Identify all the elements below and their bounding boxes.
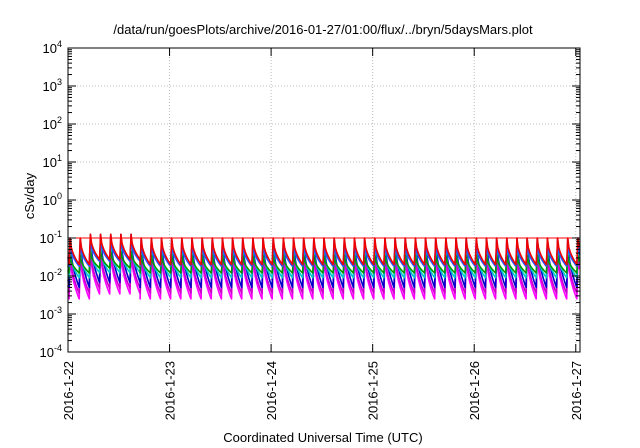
x-tick-label: 2016-1-27 — [569, 361, 584, 420]
y-tick-base: 10 — [43, 117, 57, 132]
y-tick-exponent: -1 — [54, 229, 62, 239]
y-tick-base: 10 — [43, 155, 57, 170]
y-tick-label: 104 — [43, 39, 62, 56]
y-tick-label: 102 — [43, 115, 62, 132]
y-tick-base: 10 — [40, 231, 54, 246]
x-tick-label: 2016-1-23 — [163, 361, 178, 420]
tick-layer — [67, 47, 580, 353]
y-tick-exponent: 4 — [57, 39, 62, 49]
y-tick-label: 10-2 — [40, 267, 62, 284]
x-axis-label: Coordinated Universal Time (UTC) — [223, 430, 422, 445]
x-tick-label: 2016-1-25 — [366, 361, 381, 420]
y-tick-label: 103 — [43, 77, 62, 94]
y-tick-label: 101 — [43, 153, 62, 170]
y-tick-label: 10-1 — [40, 229, 62, 246]
y-tick-base: 10 — [40, 307, 54, 322]
y-tick-base: 10 — [43, 193, 57, 208]
y-tick-base: 10 — [43, 79, 57, 94]
x-tick-label: 2016-1-24 — [264, 361, 279, 420]
x-tick-labels: 2016-1-22 2016-1-23 2016-1-24 2016-1-25 2016… — [61, 361, 584, 420]
y-tick-exponent: 2 — [57, 115, 62, 125]
y-tick-label: 100 — [43, 191, 62, 208]
y-tick-exponent: -3 — [54, 305, 62, 315]
y-tick-base: 10 — [40, 345, 54, 360]
y-tick-base: 10 — [43, 41, 57, 56]
x-tick-label: 2016-1-22 — [61, 361, 76, 420]
grid-layer — [68, 48, 580, 352]
chart-title: /data/run/goesPlots/archive/2016-01-27/0… — [113, 22, 533, 37]
y-tick-label: 10-3 — [40, 305, 62, 322]
y-tick-exponent: -4 — [54, 343, 62, 353]
y-tick-exponent: -2 — [54, 267, 62, 277]
series-line — [67, 233, 580, 266]
series-layer — [67, 233, 580, 300]
x-tick-label: 2016-1-26 — [467, 361, 482, 420]
y-tick-base: 10 — [40, 269, 54, 284]
y-tick-exponent: 0 — [57, 191, 62, 201]
y-tick-exponent: 3 — [57, 77, 62, 87]
y-tick-exponent: 1 — [57, 153, 62, 163]
y-tick-label: 10-4 — [40, 343, 62, 360]
y-axis-label: cSv/day — [22, 172, 37, 219]
